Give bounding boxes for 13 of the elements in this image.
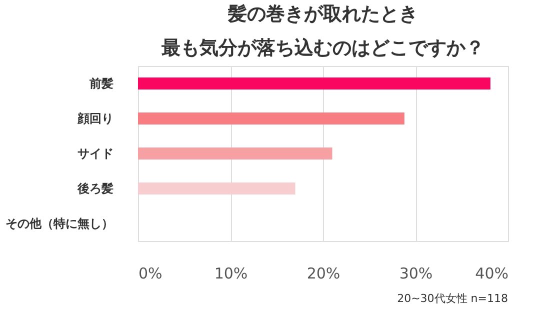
text: 髪の巻きが取れたとき: [228, 3, 418, 25]
y-tick-label: サイド: [78, 146, 114, 160]
x-tick-label: 30%: [399, 264, 433, 282]
x-tick-label: 20%: [306, 264, 340, 282]
x-tick-label: 0%: [138, 264, 162, 282]
text: 20~30代女性 n=118: [397, 292, 508, 305]
y-tick-label: 前髪: [88, 76, 114, 90]
x-tick-label: 40%: [475, 264, 508, 282]
text: 最も気分が落ち込むのはどこですか？: [162, 37, 484, 59]
x-tick-label: 10%: [214, 264, 248, 282]
y-tick-label: 顔回り: [76, 112, 114, 126]
y-tick-label: 後ろ髪: [76, 182, 114, 196]
y-tick-label: その他（特に無し）: [6, 216, 114, 230]
